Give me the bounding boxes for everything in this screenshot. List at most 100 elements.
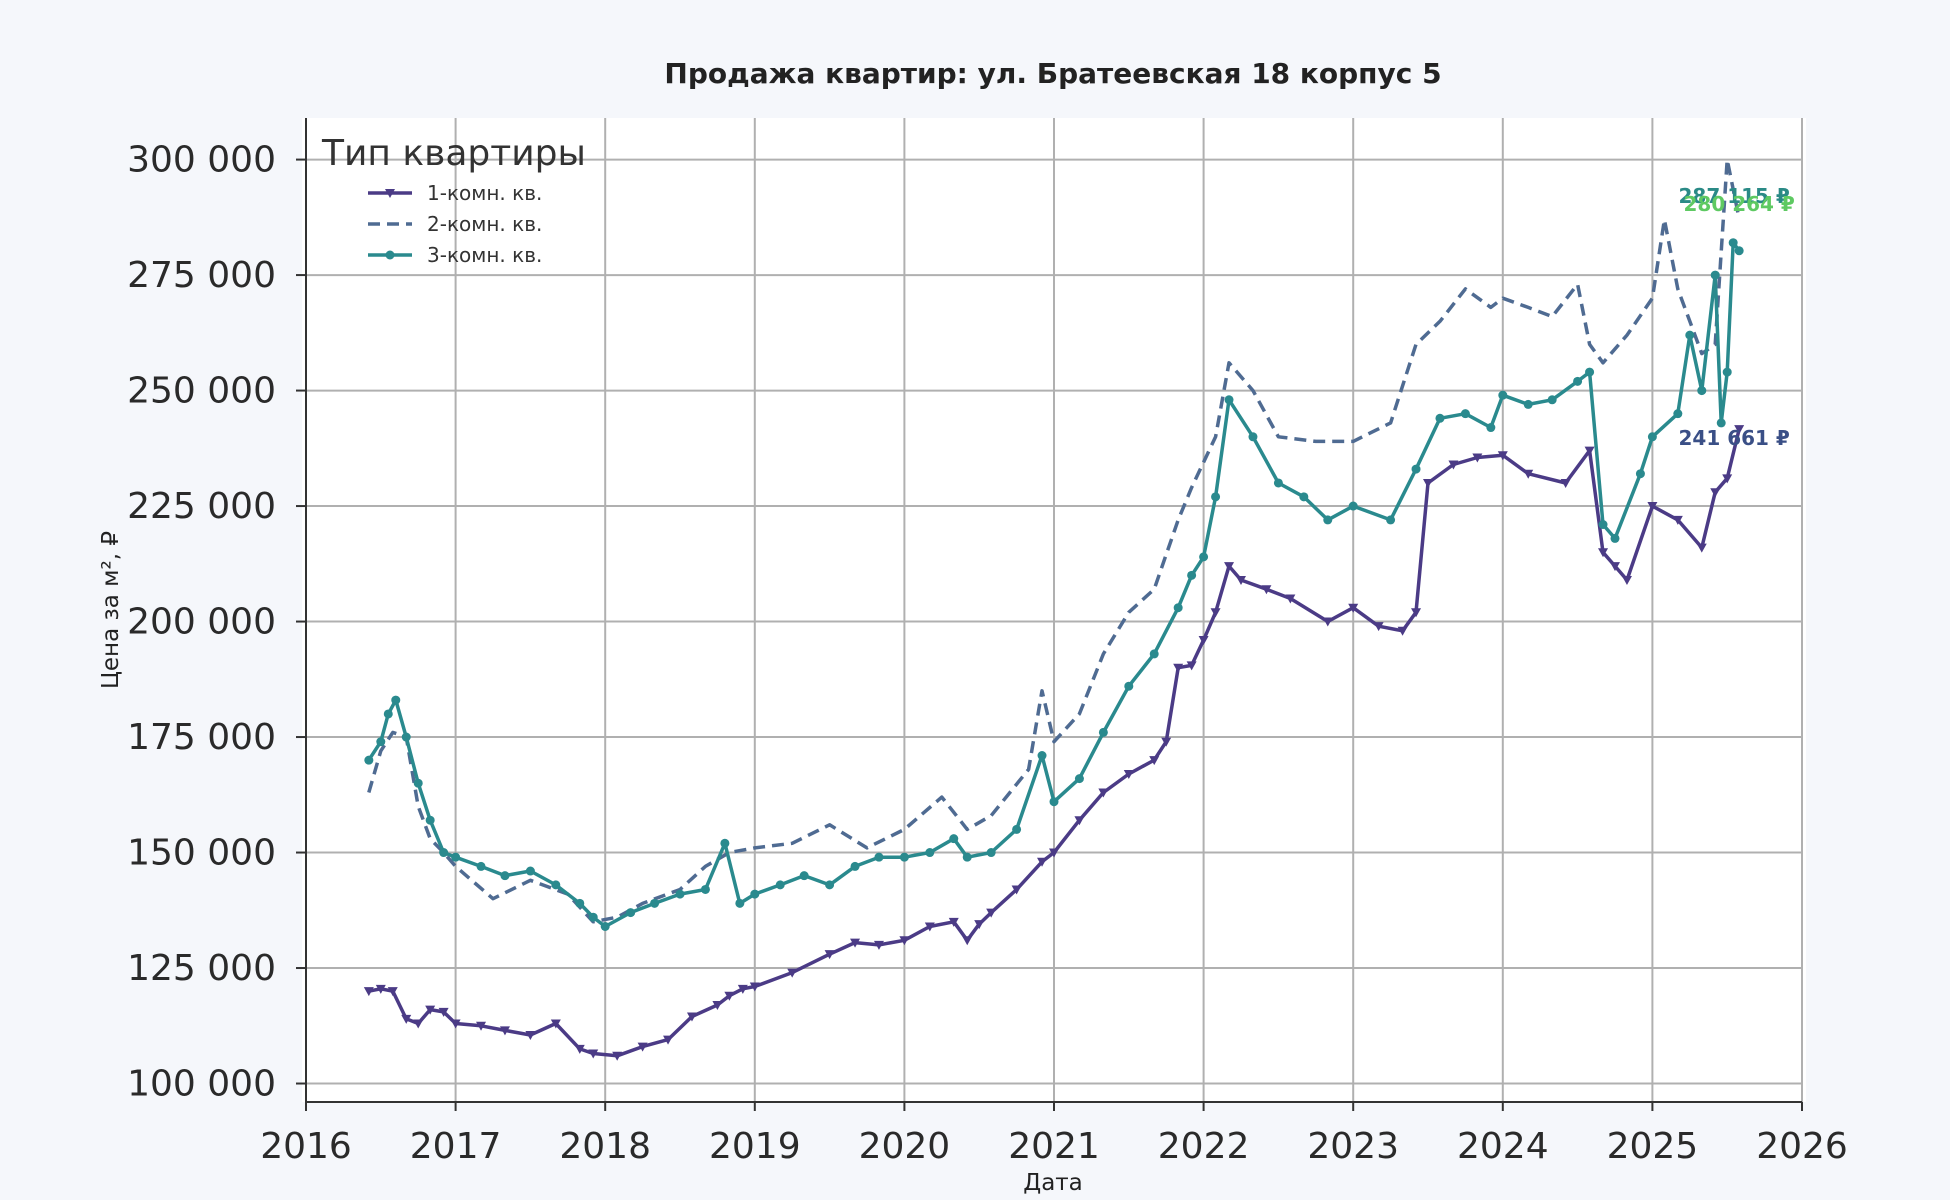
end-label-1: 241 661 ₽ [1678, 426, 1789, 450]
data-point-62 [1621, 575, 1632, 585]
data-point-48 [1323, 515, 1333, 525]
data-point-39 [1161, 737, 1172, 747]
data-point-12 [551, 880, 561, 890]
data-point-7 [450, 1019, 461, 1029]
data-point-32 [1011, 885, 1022, 895]
x-axis-label: Дата [1023, 1170, 1083, 1196]
data-point-4 [413, 1019, 424, 1029]
data-point-20 [737, 984, 748, 994]
data-point-8 [476, 1021, 487, 1031]
data-point-41 [1186, 661, 1197, 671]
data-point-2 [383, 709, 393, 719]
y-tick-label: 250 000 [127, 371, 276, 412]
data-point-63 [1647, 502, 1658, 512]
x-tick-label: 2018 [559, 1126, 651, 1167]
data-point-61 [1610, 562, 1620, 572]
data-point-44 [1224, 395, 1234, 405]
data-point-14 [612, 1051, 623, 1061]
data-point-59 [1585, 367, 1595, 377]
data-point-32 [986, 848, 996, 858]
data-point-68 [1734, 425, 1745, 435]
legend-title: Тип квартиры [321, 133, 586, 174]
data-point-1 [375, 984, 386, 994]
data-point-36 [1074, 774, 1084, 784]
x-tick-labels: 2016 2017 2018 2019 2020 2021 2022 2023 2024 2025… [260, 1126, 1848, 1167]
data-point-9 [499, 1026, 510, 1036]
data-point-65 [1685, 330, 1695, 340]
data-point-39 [1149, 649, 1159, 659]
data-point-55 [1498, 390, 1508, 400]
x-tick-label: 2026 [1756, 1126, 1848, 1167]
x-tick-label: 2022 [1158, 1126, 1250, 1167]
data-point-8 [451, 852, 461, 862]
data-point-42 [1199, 552, 1209, 562]
data-point-31 [986, 908, 997, 918]
data-point-41 [1187, 570, 1197, 580]
data-point-11 [525, 866, 535, 876]
data-point-54 [1448, 460, 1459, 470]
data-point-27 [874, 852, 884, 862]
data-point-13 [575, 898, 585, 908]
data-point-43 [1210, 608, 1221, 618]
data-point-12 [574, 1044, 585, 1054]
data-point-57 [1547, 395, 1557, 405]
data-point-5 [425, 1005, 436, 1015]
data-point-33 [1037, 857, 1048, 867]
data-point-45 [1248, 432, 1258, 442]
data-point-48 [1322, 617, 1333, 627]
data-point-55 [1472, 453, 1483, 463]
data-point-6 [425, 815, 435, 825]
data-point-43 [1211, 492, 1221, 502]
data-point-legend-1 [385, 189, 395, 198]
data-point-34 [1037, 751, 1047, 761]
data-point-69 [1722, 367, 1732, 377]
series-2 [367, 157, 1741, 924]
legend: Тип квартиры 1-комн. кв. 2-комн. кв. 3-комн… [321, 133, 586, 267]
data-point-19 [724, 991, 735, 1001]
data-point-0 [364, 755, 374, 765]
series-3 [364, 238, 1744, 931]
y-axis-label: Цена за м², ₽ [98, 531, 124, 689]
data-point-40 [1173, 603, 1183, 613]
data-point-14 [588, 912, 598, 922]
data-point-60 [1598, 520, 1608, 530]
data-point-47 [1299, 492, 1309, 502]
data-point-10 [500, 871, 510, 881]
data-point-2 [387, 987, 398, 997]
data-point-3 [401, 1014, 412, 1024]
data-point-25 [873, 940, 884, 950]
data-point-25 [825, 880, 835, 890]
series-layer [363, 157, 1745, 1061]
data-point-60 [1598, 548, 1609, 558]
y-tick-labels: 100 000 125 000 150 000 175 000 200 000 225 0… [127, 140, 276, 1105]
data-point-62 [1635, 469, 1645, 479]
y-tick-label: 275 000 [127, 255, 276, 296]
data-point-49 [1348, 603, 1359, 613]
y-tick-label: 300 000 [127, 140, 276, 181]
data-point-59 [1584, 446, 1595, 456]
data-point-64 [1673, 409, 1683, 419]
data-point-22 [787, 968, 798, 978]
data-point-30 [949, 834, 959, 844]
data-point-38 [1149, 756, 1160, 766]
data-point-10 [525, 1031, 536, 1041]
y-tick-label: 125 000 [127, 948, 276, 989]
x-tick-label: 2024 [1457, 1126, 1549, 1167]
series-1 [363, 425, 1745, 1061]
data-point-28 [899, 852, 909, 862]
data-point-17 [686, 1012, 697, 1022]
data-point-18 [712, 1000, 723, 1010]
data-point-34 [1049, 848, 1059, 858]
data-point-67 [1710, 270, 1720, 280]
data-point-11 [550, 1019, 561, 1029]
data-point-33 [1012, 824, 1022, 834]
data-point-19 [700, 884, 710, 894]
data-point-28 [948, 917, 959, 927]
data-point-7 [439, 848, 449, 858]
data-point-16 [663, 1035, 674, 1045]
y-tick-label: 200 000 [127, 602, 276, 643]
x-tick-label: 2019 [709, 1126, 801, 1167]
series-line-3 [367, 240, 1741, 929]
data-point-37 [1123, 770, 1134, 779]
data-point-6 [438, 1007, 449, 1017]
